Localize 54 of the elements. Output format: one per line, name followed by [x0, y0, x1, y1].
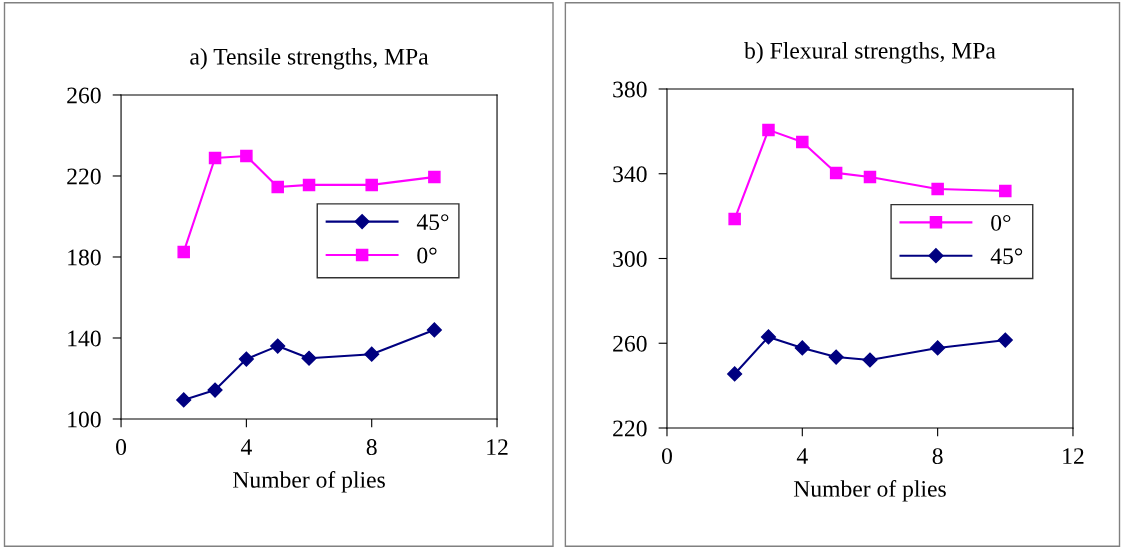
point	[177, 245, 190, 259]
y-tick-label: 100	[68, 411, 101, 428]
point	[207, 382, 223, 398]
point	[863, 170, 877, 184]
x-tick-label: 12	[1063, 448, 1084, 464]
x-tick-label: 4	[240, 439, 252, 455]
point	[999, 184, 1012, 198]
y-tick-label: 220	[613, 420, 647, 437]
point	[270, 338, 286, 354]
x-tick-label: 8	[932, 448, 943, 465]
point	[302, 178, 316, 192]
point	[931, 182, 944, 196]
point	[728, 212, 741, 226]
legend-label: 0°	[417, 247, 437, 264]
x-tick-label: 8	[366, 439, 377, 456]
x-axis-title: Number of plies	[793, 479, 946, 502]
y-tick-label: 180	[68, 249, 101, 266]
y-tick-label: 260	[613, 335, 647, 352]
point	[762, 123, 775, 137]
x-tick-label: 0	[661, 448, 672, 465]
point	[727, 366, 743, 382]
y-tick-label: 300	[613, 250, 647, 267]
point	[862, 352, 878, 368]
legend-label: 45°	[416, 214, 449, 231]
chart-title: a) Tensile strengths, MPa	[190, 48, 429, 70]
point	[238, 351, 254, 367]
point	[794, 340, 810, 356]
point	[426, 322, 442, 338]
point	[365, 178, 378, 192]
point	[364, 346, 380, 362]
point	[997, 332, 1013, 348]
chart-title: b) Flexural strengths, MPa	[744, 42, 996, 64]
point	[828, 349, 844, 365]
y-tick-label: 380	[613, 81, 647, 98]
y-tick-label: 140	[68, 330, 101, 347]
point	[176, 392, 192, 408]
point	[301, 350, 317, 366]
x-axis-title: Number of plies	[233, 470, 385, 493]
point	[271, 180, 284, 194]
point	[760, 329, 777, 345]
x-tick-label: 0	[116, 439, 127, 456]
point	[930, 340, 946, 356]
point	[240, 149, 253, 163]
point	[208, 151, 222, 165]
y-tick-label: 340	[613, 166, 647, 183]
y-tick-label: 220	[67, 168, 101, 185]
x-tick-label: 4	[796, 448, 808, 464]
point	[428, 170, 441, 184]
legend-label: 45°	[990, 248, 1023, 265]
point	[796, 135, 809, 149]
x-tick-label: 12	[487, 439, 508, 455]
legend-label: 0°	[991, 214, 1011, 231]
point	[829, 166, 843, 180]
y-tick-label: 260	[67, 87, 101, 104]
